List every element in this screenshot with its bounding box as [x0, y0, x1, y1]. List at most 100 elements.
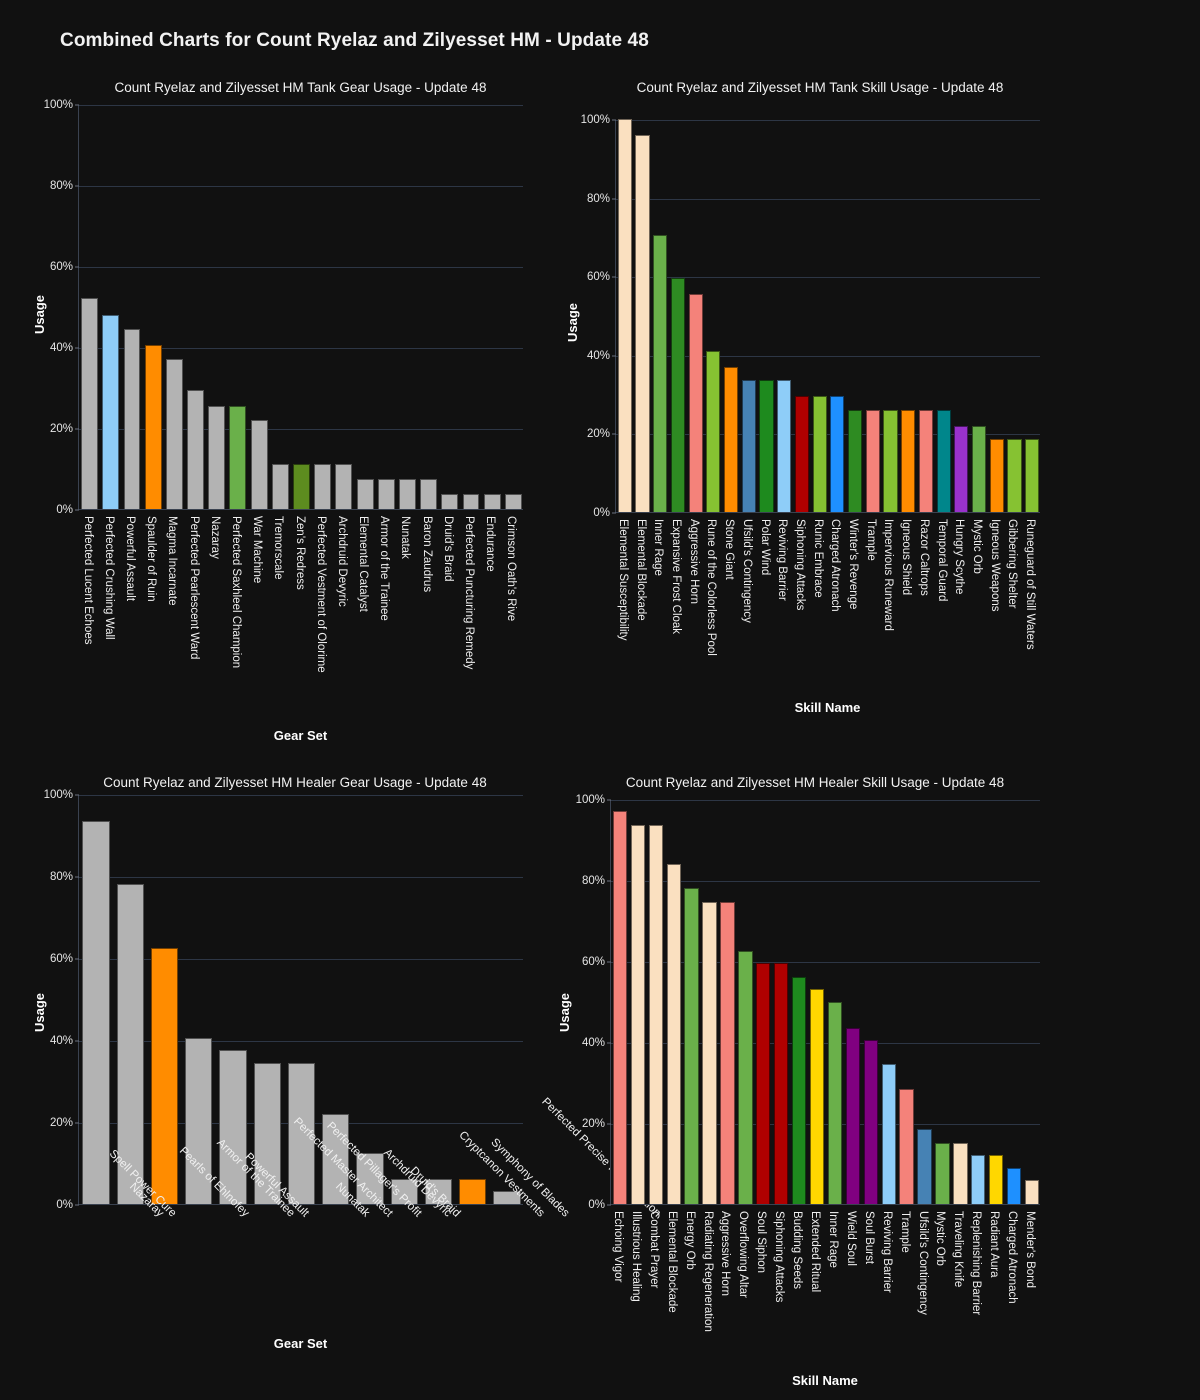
bar — [377, 478, 395, 509]
bar — [827, 1001, 843, 1204]
bar — [706, 350, 721, 512]
gridline — [79, 105, 523, 106]
bar — [504, 494, 522, 509]
gridline — [79, 877, 523, 878]
x-tick-label: Perfected Saxhleel Champion — [229, 516, 242, 669]
gridline — [616, 434, 1040, 436]
gridline — [611, 962, 1040, 963]
y-tick-label: 40% — [49, 1035, 73, 1047]
y-tick-label: 100% — [43, 99, 73, 111]
x-tick-label: Reviving Barrier — [776, 519, 789, 601]
gridline — [79, 429, 523, 430]
bar — [335, 464, 353, 509]
x-tick-label: Echoing Vigor — [611, 1211, 624, 1283]
plot-area-healer-skill: 0% 20% 40% 60% 80% 100% — [576, 794, 1040, 1211]
bar — [865, 409, 880, 512]
y-tick-mark — [612, 119, 616, 121]
gridline — [616, 120, 1040, 121]
y-tick-label: 20% — [581, 1118, 605, 1130]
gridline — [616, 277, 1040, 279]
bar — [774, 963, 789, 1204]
x-tick-label: Perfected Lucent Echoes — [81, 516, 94, 645]
gridline — [611, 881, 1040, 882]
y-tick-label: 0% — [56, 1199, 73, 1211]
y-tick-label: 60% — [49, 261, 73, 273]
x-tick-label: Charged Atronach — [829, 519, 842, 612]
bar — [720, 902, 735, 1204]
x-tick-label: Elemental Blockade — [665, 1211, 678, 1313]
bar — [648, 825, 663, 1204]
y-tick-label: 0% — [593, 507, 610, 519]
x-tick-label: Inner Rage — [826, 1211, 839, 1268]
x-tick-label: Nazaray — [208, 516, 221, 559]
bar — [356, 478, 374, 509]
x-tick-label: Illustrious Healing — [629, 1211, 642, 1302]
bar — [935, 1143, 950, 1204]
x-tick-label: Temporal Guard — [935, 519, 948, 602]
y-tick-label: 20% — [586, 428, 610, 441]
x-tick-label: Hungry Scythe — [953, 519, 966, 595]
y-tick-label: 60% — [586, 271, 610, 284]
gridline — [611, 1043, 1040, 1044]
bar — [314, 464, 332, 509]
x-axis-title-healer-gear: Gear Set — [273, 1336, 328, 1351]
x-tick-label: Perfected Vestment of Olorime — [314, 516, 327, 673]
bar — [102, 314, 120, 509]
x-tick-label: Replenishing Barrier — [970, 1211, 983, 1316]
plot-area-tank-skill: 0% 20% 40% 60% 80% 100% — [581, 114, 1040, 519]
y-tick-label: 40% — [581, 1037, 605, 1049]
bar — [830, 396, 845, 512]
x-tick-label: Inner Rage — [652, 519, 665, 576]
bar — [702, 902, 717, 1204]
bar — [208, 405, 226, 509]
y-tick-mark — [607, 799, 611, 801]
gridline — [79, 959, 523, 960]
x-tick-label: Tremorscale — [272, 516, 285, 580]
x-tick-label: Igneous Shield — [900, 519, 913, 596]
bar — [791, 977, 807, 1204]
y-tick-mark — [75, 794, 79, 796]
x-tick-label: Traveling Knife — [952, 1211, 965, 1288]
bar — [144, 344, 162, 509]
x-tick-label: Soul Burst — [862, 1211, 875, 1265]
gridline — [79, 186, 523, 187]
bar — [493, 1191, 521, 1204]
bar — [953, 1143, 968, 1204]
gridline — [616, 355, 1040, 357]
gridline — [616, 198, 1040, 200]
bar — [741, 380, 756, 512]
x-tick-label: Impervious Runeward — [882, 519, 895, 631]
y-axis-title-tank-skill: Usage — [565, 302, 581, 343]
x-tick-label: Mender's Bond — [1024, 1211, 1037, 1288]
y-tick-mark — [612, 355, 616, 357]
x-tick-label: Nunatak — [399, 516, 412, 559]
bar — [630, 825, 646, 1204]
x-axis-title-tank-gear: Gear Set — [273, 728, 328, 743]
x-tick-label: Mystic Orb — [971, 519, 984, 574]
y-tick-label: 0% — [588, 1199, 605, 1211]
bar — [322, 1113, 350, 1204]
x-tick-label: Aggressive Horn — [687, 519, 700, 605]
y-tick-mark — [75, 347, 79, 349]
x-tick-label: Elemental Catalyst — [357, 516, 370, 612]
bar — [635, 134, 650, 512]
bar — [1024, 1179, 1040, 1204]
bar — [229, 405, 247, 509]
bar — [390, 1178, 418, 1204]
y-tick-mark — [75, 876, 79, 878]
x-tick-label: Ufsild's Contingency — [916, 1211, 929, 1315]
y-tick-mark — [75, 104, 79, 106]
bar — [971, 425, 987, 512]
x-tick-label: Reviving Barrier — [880, 1211, 893, 1293]
plot-area-tank-gear: 0% 20% 40% 60% 80% 100% — [44, 99, 523, 516]
bar — [287, 1062, 316, 1204]
bar — [777, 380, 792, 512]
x-tick-label: Extended Ritual — [809, 1211, 822, 1293]
y-tick-label: 100% — [575, 794, 605, 806]
bar — [809, 989, 825, 1204]
bar — [424, 1178, 453, 1204]
y-tick-mark — [75, 428, 79, 430]
x-tick-label: Archdruid Devyric — [335, 516, 348, 607]
bar — [738, 950, 753, 1204]
